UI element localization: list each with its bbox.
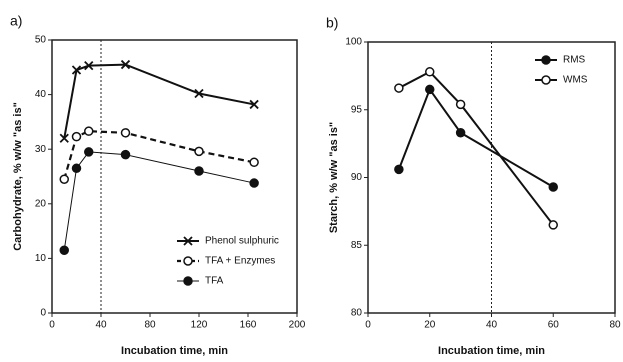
x-tick-label: 20 <box>424 320 436 331</box>
y-tick-label: 85 <box>351 240 363 251</box>
marker <box>84 61 94 71</box>
y-tick-label: 80 <box>351 308 363 319</box>
marker-cross <box>183 236 193 246</box>
marker <box>425 67 435 77</box>
marker <box>71 131 82 142</box>
y-axis-label: Starch, % w/w "as is" <box>328 122 340 233</box>
y-axis-label: Carbohydrate, % w/w "as is" <box>12 102 24 251</box>
marker <box>425 84 435 95</box>
y-tick-label: 0 <box>40 308 46 319</box>
marker <box>84 126 94 136</box>
y-tick-label: 95 <box>351 104 363 115</box>
y-tick-label: 40 <box>35 89 47 100</box>
marker-cross <box>249 99 259 110</box>
x-tick-label: 120 <box>191 320 208 331</box>
y-tick-label: 30 <box>35 144 47 155</box>
marker <box>548 182 558 192</box>
legend-label: RMS <box>563 55 586 66</box>
x-axis-label: Incubation time, min <box>438 345 545 357</box>
marker <box>548 220 558 230</box>
marker <box>394 164 404 175</box>
marker <box>455 99 466 110</box>
legend-marker <box>183 236 193 246</box>
marker-cross <box>194 88 204 99</box>
y-tick-label: 90 <box>351 172 363 183</box>
marker <box>194 88 204 99</box>
legend-label: WMS <box>563 75 588 86</box>
x-tick-label: 0 <box>49 320 55 331</box>
legend-label: TFA <box>205 276 224 287</box>
x-tick-label: 80 <box>609 320 621 331</box>
legend-label: Phenol sulphuric <box>205 236 279 247</box>
marker <box>194 166 204 176</box>
x-tick-label: 160 <box>240 320 257 331</box>
marker <box>194 146 204 157</box>
marker <box>455 128 466 138</box>
y-tick-label: 20 <box>35 198 47 209</box>
marker <box>59 245 69 255</box>
legend-label: TFA + Enzymes <box>205 256 275 267</box>
x-tick-label: 40 <box>486 320 498 331</box>
marker <box>120 59 131 70</box>
marker <box>59 133 69 143</box>
series-line <box>397 87 554 188</box>
x-axis-label: Incubation time, min <box>121 345 228 357</box>
panel-label: a) <box>10 13 22 29</box>
marker <box>249 178 259 188</box>
x-tick-label: 60 <box>548 320 560 331</box>
series-line <box>398 70 555 226</box>
marker <box>71 65 82 75</box>
y-tick-label: 100 <box>345 37 362 48</box>
series-line <box>63 63 255 139</box>
x-tick-label: 0 <box>365 320 371 331</box>
marker <box>71 163 82 174</box>
marker <box>120 149 131 160</box>
marker <box>120 128 131 138</box>
legend-marker <box>541 75 551 85</box>
x-tick-label: 40 <box>95 320 107 331</box>
marker <box>84 147 94 157</box>
marker <box>394 83 404 93</box>
x-tick-label: 200 <box>289 320 306 331</box>
marker <box>59 174 69 184</box>
marker-cross <box>59 133 69 143</box>
marker-cross <box>71 65 82 75</box>
marker <box>249 157 259 168</box>
marker-cross <box>84 61 94 71</box>
marker <box>249 99 259 110</box>
series-line <box>63 151 255 251</box>
x-tick-label: 80 <box>144 320 156 331</box>
marker-cross <box>120 59 131 70</box>
plot-frame <box>51 39 298 314</box>
series-line <box>63 130 255 180</box>
legend-marker <box>183 276 193 286</box>
panel-label: b) <box>326 15 338 31</box>
y-tick-label: 50 <box>35 35 47 46</box>
y-tick-label: 10 <box>35 253 47 264</box>
legend-marker <box>541 55 551 65</box>
legend-marker <box>183 256 193 266</box>
